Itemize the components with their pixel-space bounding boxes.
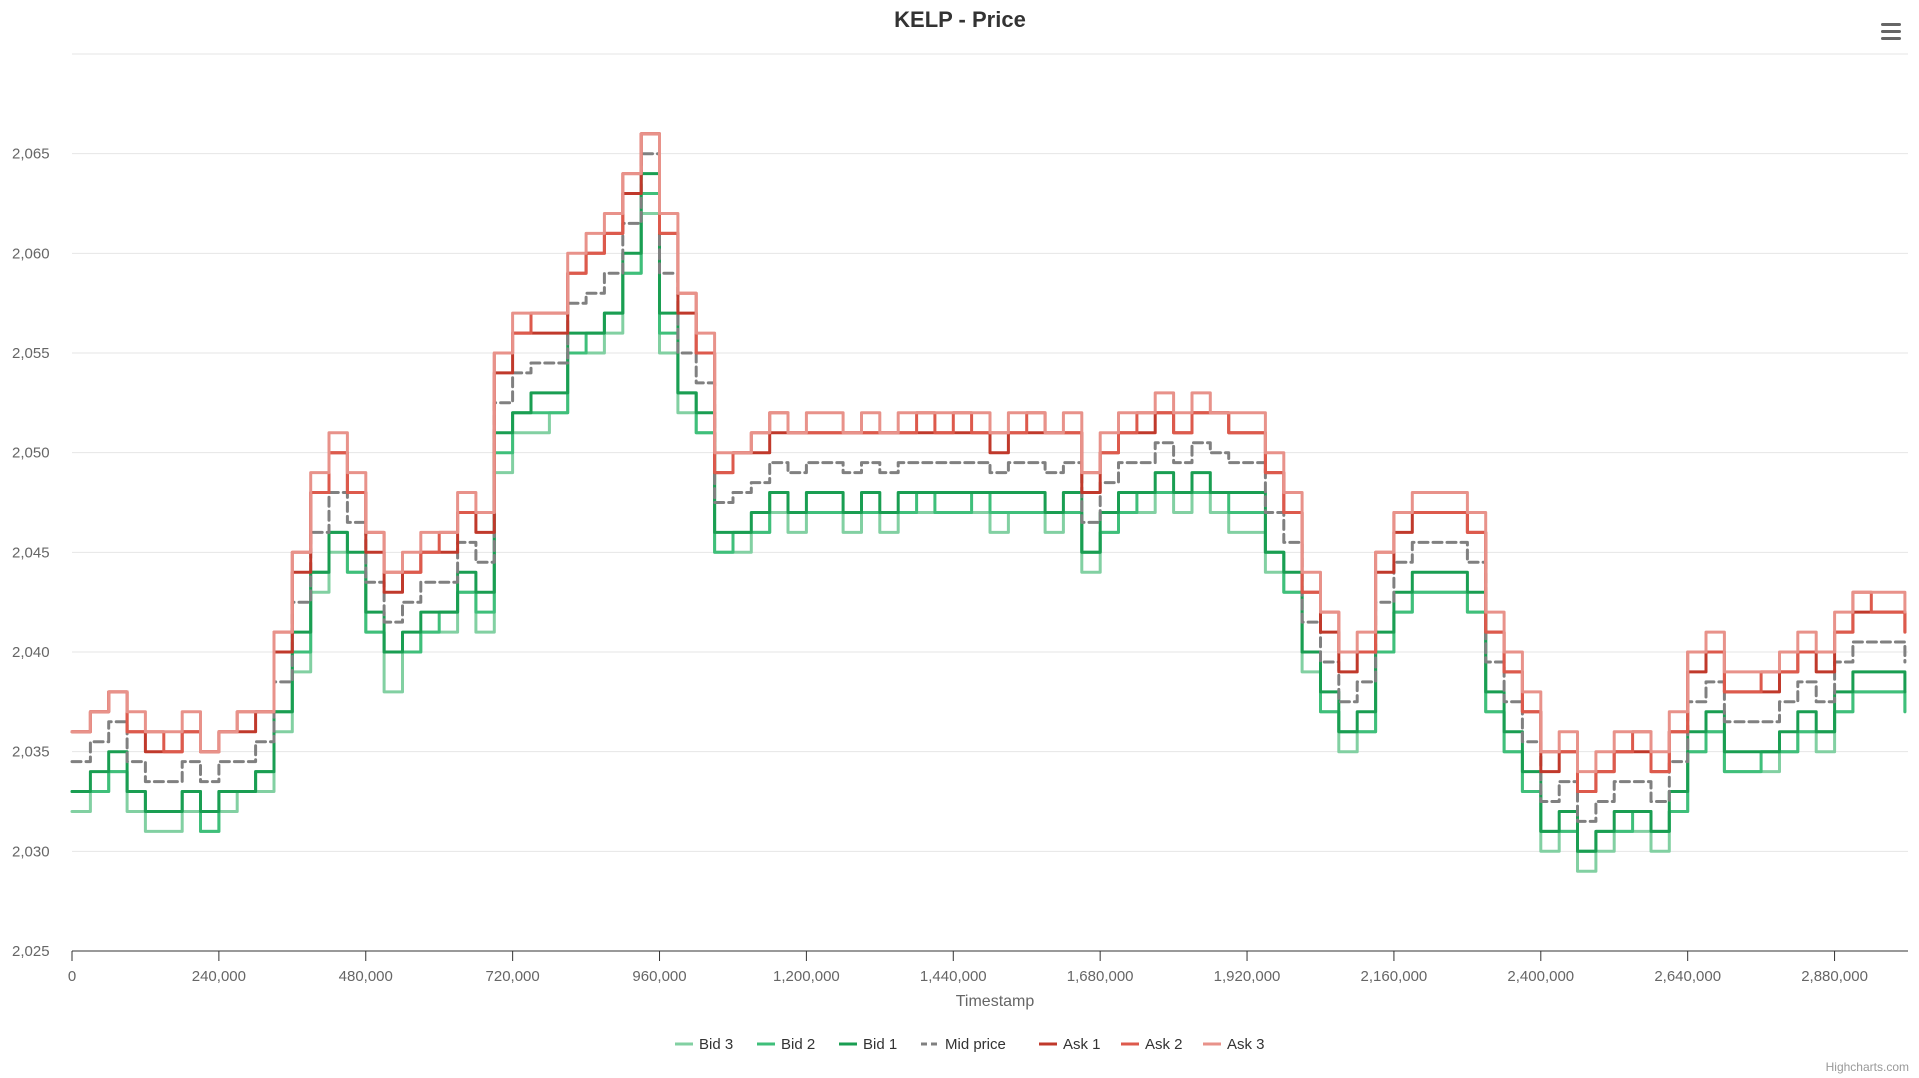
x-tick-label: 1,440,000 xyxy=(920,968,987,985)
y-tick-label: 2,055 xyxy=(12,345,50,362)
x-tick-label: 0 xyxy=(68,968,76,985)
x-tick-label: 1,920,000 xyxy=(1214,968,1281,985)
x-axis: 0 240,000 480,000 720,000 960,000 1,200,000 1,… xyxy=(68,950,1908,985)
y-tick-label: 2,035 xyxy=(12,744,50,761)
credits-link[interactable]: Highcharts.com xyxy=(1826,1060,1909,1074)
x-tick-label: 480,000 xyxy=(339,968,393,985)
legend-label[interactable]: Bid 2 xyxy=(781,1036,815,1053)
legend-label[interactable]: Bid 1 xyxy=(863,1036,897,1053)
legend-item-mid-price[interactable]: Mid price xyxy=(921,1036,1006,1053)
series-line-mid-price[interactable] xyxy=(70,152,1907,823)
y-tick-label: 2,060 xyxy=(12,245,50,262)
y-tick-label: 2,025 xyxy=(12,943,50,960)
legend-label[interactable]: Ask 3 xyxy=(1227,1036,1265,1053)
x-tick-label: 2,880,000 xyxy=(1801,968,1868,985)
x-tick-label: 960,000 xyxy=(632,968,686,985)
x-tick-label: 2,160,000 xyxy=(1361,968,1428,985)
legend-label[interactable]: Mid price xyxy=(945,1036,1006,1053)
y-axis: 2,025 2,030 2,035 2,040 2,045 2,050 2,055 2,060… xyxy=(12,146,50,960)
legend-label[interactable]: Ask 1 xyxy=(1063,1036,1101,1053)
x-tick-label: 1,200,000 xyxy=(773,968,840,985)
y-tick-label: 2,040 xyxy=(12,644,50,661)
legend-item-ask-2[interactable]: Ask 2 xyxy=(1121,1036,1183,1053)
chart-title: KELP - Price xyxy=(894,7,1026,32)
x-tick-label: 2,400,000 xyxy=(1507,968,1574,985)
legend-label[interactable]: Ask 2 xyxy=(1145,1036,1183,1053)
legend-item-ask-3[interactable]: Ask 3 xyxy=(1203,1036,1265,1053)
series-line-ask-2[interactable] xyxy=(70,132,1907,793)
x-tick-label: 240,000 xyxy=(192,968,246,985)
legend-item-bid-3[interactable]: Bid 3 xyxy=(675,1036,733,1053)
chart-menu-button[interactable] xyxy=(1874,18,1908,46)
x-axis-title: Timestamp xyxy=(956,993,1035,1010)
y-tick-label: 2,045 xyxy=(12,544,50,561)
plot-area xyxy=(70,132,1907,873)
legend-label[interactable]: Bid 3 xyxy=(699,1036,733,1053)
legend-item-bid-2[interactable]: Bid 2 xyxy=(757,1036,815,1053)
legend-item-bid-1[interactable]: Bid 1 xyxy=(839,1036,897,1053)
hamburger-menu-icon[interactable] xyxy=(1881,23,1901,40)
legend: Bid 3 Bid 2 Bid 1 Mid price Ask 1 Ask 2 Ask 3 xyxy=(675,1036,1265,1053)
legend-item-ask-1[interactable]: Ask 1 xyxy=(1039,1036,1101,1053)
x-tick-label: 720,000 xyxy=(486,968,540,985)
y-tick-label: 2,050 xyxy=(12,445,50,462)
x-tick-label: 1,680,000 xyxy=(1067,968,1134,985)
y-tick-label: 2,030 xyxy=(12,843,50,860)
x-tick-label: 2,640,000 xyxy=(1654,968,1721,985)
y-tick-label: 2,065 xyxy=(12,146,50,163)
series-line-ask-3[interactable] xyxy=(70,132,1907,774)
